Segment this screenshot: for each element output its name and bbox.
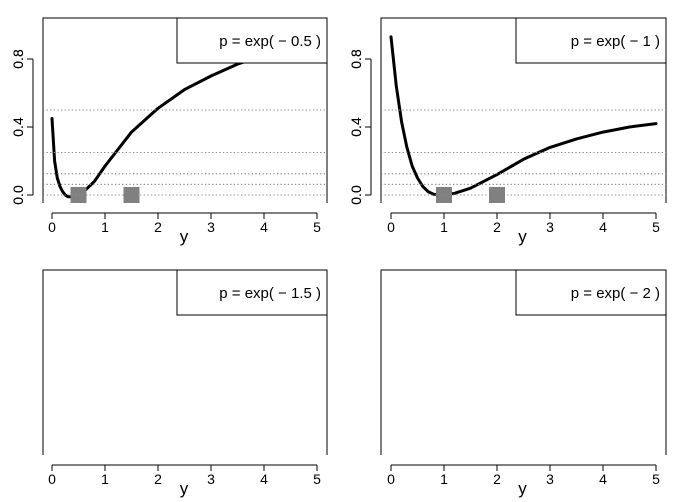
x-tick-label: 3 — [207, 219, 215, 235]
y-tick-label: 0.0 — [10, 185, 26, 205]
x-tick-label: 1 — [440, 471, 448, 487]
x-tick-label: 5 — [652, 219, 660, 235]
x-axis-label: y — [180, 479, 189, 498]
x-tick-label: 4 — [260, 471, 268, 487]
x-tick-label: 5 — [313, 471, 321, 487]
panel-1: 0 1 2 3 4 5 y 0.0 0.4 0.8 p = exp( − 0.5 ) — [10, 17, 328, 246]
data-curve — [50, 42, 319, 199]
x-tick-label: 5 — [652, 471, 660, 487]
legend-text: p = exp( − 1 ) — [571, 33, 660, 50]
x-axis-label: y — [180, 227, 189, 246]
minimum-marker — [123, 187, 140, 203]
x-tick-label: 4 — [599, 471, 607, 487]
x-axis-label: y — [518, 227, 527, 246]
x-tick-label: 2 — [493, 471, 501, 487]
minimum-marker — [436, 187, 452, 203]
y-tick-label: 0.0 — [10, 185, 26, 205]
x-tick-label: 5 — [313, 219, 321, 235]
legend-box — [515, 269, 667, 316]
x-tick-label: 0 — [387, 471, 395, 487]
x-axis-label: y — [518, 479, 527, 498]
x-tick-label: 3 — [207, 471, 215, 487]
panel-3: 0 1 2 3 4 5 y 0.0 0.4 0.8 p = exp( − 1.5 ) — [10, 49, 328, 498]
x-tick-label: 1 — [440, 219, 448, 235]
y-tick-label: 0.0 — [348, 185, 364, 205]
y-tick-label: 0.8 — [348, 49, 364, 69]
legend-text: p = exp( − 1.5 ) — [219, 285, 321, 302]
x-tick-label: 1 — [101, 219, 109, 235]
legend-box — [176, 269, 328, 316]
panel-2: 0 1 2 3 4 5 y 0.0 0.4 0.8 p = exp( − 1 ) — [348, 17, 667, 246]
legend-box — [176, 17, 328, 64]
y-tick-label: 0.4 — [348, 117, 364, 137]
legend-text: p = exp( − 2 ) — [571, 285, 660, 302]
x-tick-label: 2 — [154, 471, 162, 487]
x-tick-label: 0 — [48, 219, 56, 235]
x-tick-label: 0 — [387, 219, 395, 235]
y-tick-label: 0.8 — [10, 49, 26, 69]
y-tick-label: 0.4 — [10, 117, 26, 137]
panel-4: 0 1 2 3 4 5 y 0.0 0.4 0.8 p = exp( − 2 ) — [348, 49, 667, 498]
y-tick-label: 0.8 — [10, 49, 26, 69]
legend-text: p = exp( − 0.5 ) — [219, 33, 321, 50]
x-tick-label: 4 — [599, 219, 607, 235]
x-tick-label: 3 — [546, 219, 554, 235]
x-tick-label: 0 — [48, 471, 56, 487]
x-tick-label: 4 — [260, 219, 268, 235]
minimum-marker — [70, 187, 87, 203]
legend-box — [515, 17, 667, 64]
minimum-marker — [489, 187, 505, 203]
y-tick-label: 0.8 — [348, 49, 364, 69]
x-tick-label: 2 — [493, 219, 501, 235]
y-tick-label: 0.4 — [348, 117, 364, 137]
y-tick-label: 0.4 — [10, 117, 26, 137]
y-tick-label: 0.0 — [348, 185, 364, 205]
x-tick-label: 2 — [154, 219, 162, 235]
x-tick-label: 1 — [101, 471, 109, 487]
x-tick-label: 3 — [546, 471, 554, 487]
